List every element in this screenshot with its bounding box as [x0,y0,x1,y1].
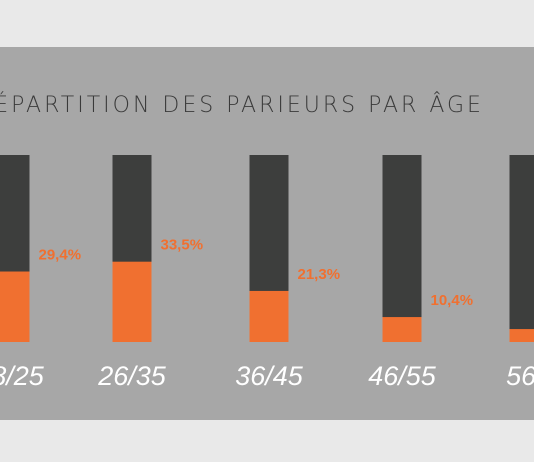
bar [0,271,30,342]
bar-track [382,155,422,342]
value-label: 33,5% [161,237,204,254]
bar [382,317,422,342]
value-label: 29,4% [39,247,82,264]
x-tick-label: 36/45 [235,361,304,391]
x-tick-label: 18/25 [0,361,45,391]
x-tick-label: 56+ [506,361,534,391]
bar [509,329,534,342]
bar-track [509,155,534,342]
bar [249,290,289,342]
x-tick-label: 46/55 [368,361,437,391]
bar [112,261,152,342]
value-label: 10,4% [431,292,474,309]
chart-title: RÉPARTITION DES PARIEURS PAR ÂGE [0,92,484,118]
x-tick-label: 26/35 [97,361,167,391]
value-label: 21,3% [298,266,341,283]
